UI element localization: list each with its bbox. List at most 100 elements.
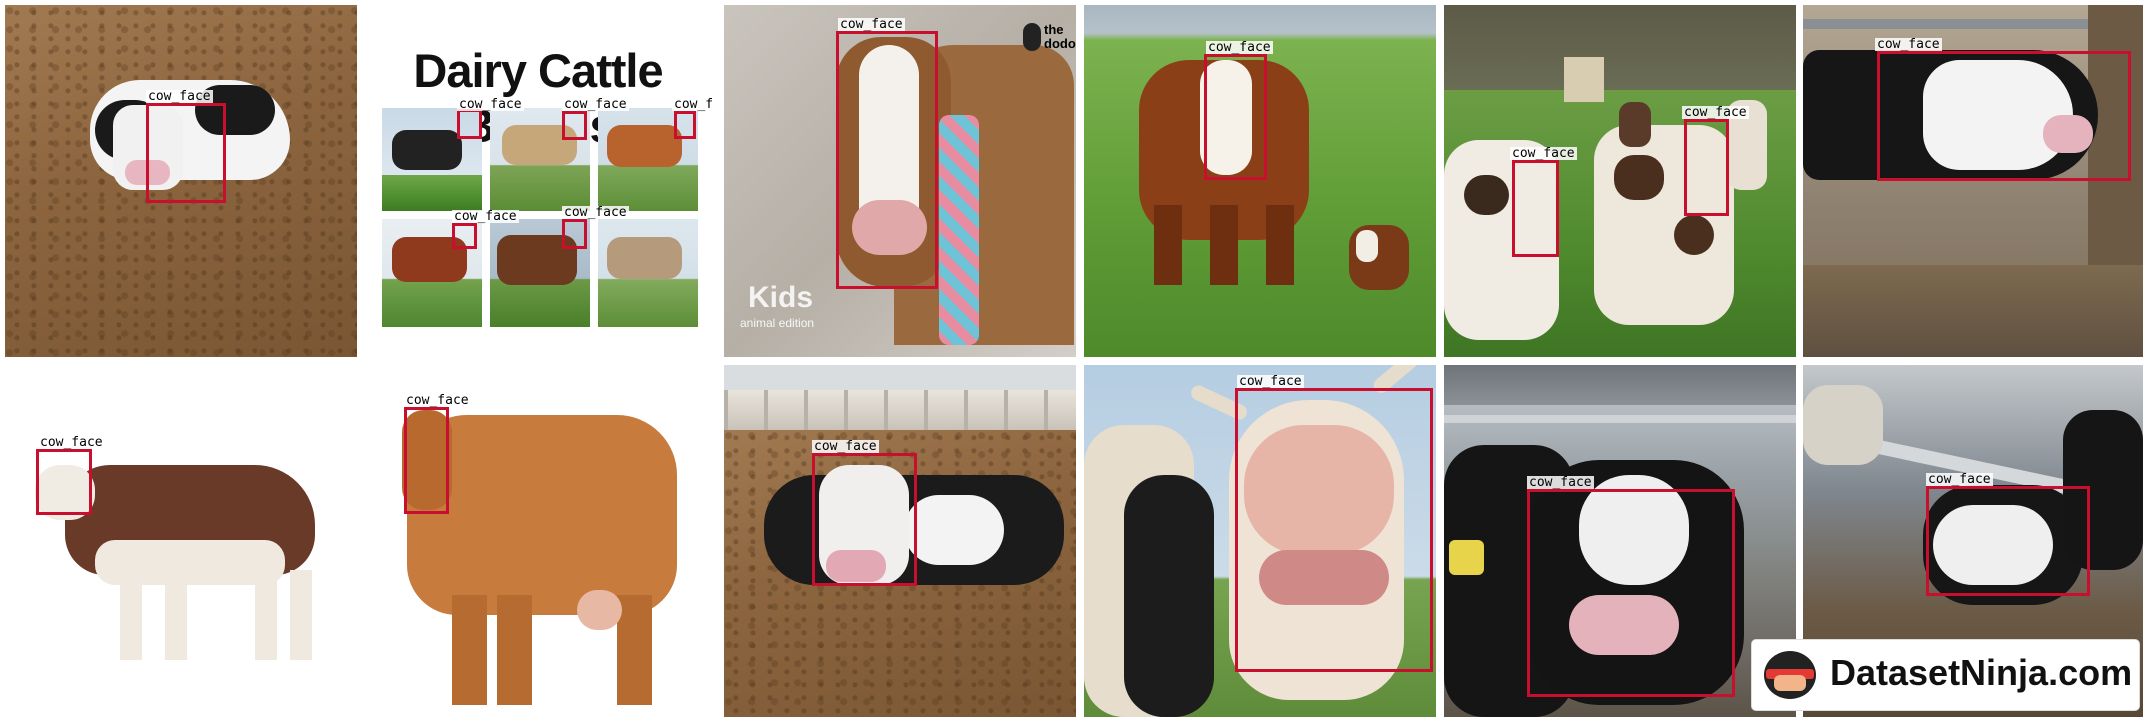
bbox-label: cow_fa [672, 98, 714, 111]
calf-white [904, 495, 1004, 565]
cow-leg [165, 570, 187, 660]
calf-white [1579, 475, 1689, 585]
watermark: DatasetNinja.com [1752, 640, 2139, 710]
image-tile: cow_face [1444, 365, 1796, 717]
house [1564, 57, 1604, 102]
bbox-label: cow_face [38, 435, 105, 450]
bbox-label: cow_face [1510, 146, 1577, 161]
scarf [939, 115, 979, 345]
overlay-text: Kids [748, 281, 814, 314]
cow-leg [452, 595, 487, 705]
bounding-box [1684, 119, 1729, 216]
bbox-label: cow_face [452, 209, 519, 224]
image-tile: cow_face [1084, 365, 1436, 717]
cow-leg [255, 570, 277, 660]
cow-leg [617, 595, 652, 705]
calf-face [1356, 230, 1378, 262]
bounding-box [812, 453, 917, 586]
ninja-headband [1766, 669, 1814, 679]
cow-head [35, 465, 95, 520]
cow-white [1933, 505, 2053, 585]
cow-spot [1614, 155, 1664, 200]
cow-spot [1674, 215, 1714, 255]
bounding-box [457, 109, 482, 139]
bounding-box [1926, 486, 2090, 596]
bounding-box [1204, 54, 1267, 180]
cow-leg [497, 595, 532, 705]
breed-photo-ground [382, 175, 482, 211]
bounding-box [36, 449, 92, 515]
cow-tongue [1259, 550, 1389, 605]
bbox-label: cow_face [1875, 37, 1942, 52]
bounding-box [836, 31, 938, 289]
ear-tag [1449, 540, 1484, 575]
cow-dark-right [2063, 410, 2143, 570]
bounding-box [452, 223, 477, 249]
cow-left [1444, 140, 1559, 340]
overlay-text: the [1044, 22, 1064, 37]
bbox-label: cow_face [1926, 472, 1993, 487]
cow-figure [607, 237, 682, 279]
bbox-label: cow_face [562, 97, 629, 112]
cow-head [402, 410, 452, 510]
bbox-label: cow_face [1527, 475, 1594, 490]
cow-dark [1124, 475, 1214, 717]
cow-white-patch [1923, 60, 2073, 170]
bbox-label: cow_face [1206, 40, 1273, 55]
bounding-box [404, 407, 449, 514]
cow-head [1200, 60, 1252, 175]
cow-leg [290, 570, 312, 660]
bounding-box [1527, 489, 1735, 697]
cow-figure [607, 125, 682, 167]
image-tile: the dodo Kids animal edition cow_face [724, 5, 1076, 357]
image-tile: cow_face [5, 365, 357, 717]
bounding-box [146, 103, 226, 203]
cow-nose [2043, 115, 2093, 153]
bbox-label: cow_face [404, 393, 471, 408]
image-tile: cow_face [724, 365, 1076, 717]
fence [724, 390, 1076, 430]
image-tile: cow_face [1803, 5, 2143, 357]
bounding-box [1512, 160, 1559, 257]
bbox-label: cow_face [1682, 105, 1749, 120]
image-tile: cow_face [5, 5, 357, 357]
cow-muzzle [1244, 425, 1394, 555]
bounding-box [674, 111, 696, 139]
image-tile: cow_face cow_face [1444, 5, 1796, 357]
cow-legs [1154, 205, 1294, 285]
bbox-label: cow_face [838, 17, 905, 32]
calf-nose [826, 550, 886, 582]
cow-leg [120, 570, 142, 660]
cow-far [1619, 102, 1651, 147]
metal-railing [1444, 415, 1796, 423]
cow-spot [1464, 175, 1509, 215]
overlay-text: animal edition [740, 316, 815, 330]
image-tile: cow_face [1084, 5, 1436, 357]
ninja-logo-icon [1764, 651, 1816, 699]
cow-figure [392, 130, 462, 170]
bounding-box [562, 111, 587, 140]
cow-back [1803, 385, 1883, 465]
bounding-box [562, 219, 587, 249]
metal-rail [1803, 19, 2143, 29]
bbox-label: cow_face [1237, 374, 1304, 389]
image-tile: cow_face [362, 365, 714, 717]
straw [1803, 265, 2143, 357]
cow-body [407, 415, 677, 615]
cow-nose [852, 200, 927, 255]
watermark-text: DatasetNinja.com [1830, 652, 2133, 693]
logo-mark [1023, 23, 1041, 51]
udder [577, 590, 622, 630]
image-tile: Dairy Cattle Breeds cow_face cow_face co… [362, 5, 714, 357]
bbox-label: cow_face [562, 205, 629, 220]
overlay-text: dodo [1044, 36, 1076, 51]
ninja-face [1774, 675, 1806, 691]
tree-line [1444, 5, 1796, 90]
barn-roof [1444, 365, 1796, 405]
calf-nose [1569, 595, 1679, 655]
bbox-label: cow_face [457, 97, 524, 112]
bounding-box [1877, 51, 2131, 181]
bounding-box [1235, 388, 1433, 672]
bbox-label: cow_face [812, 439, 879, 454]
